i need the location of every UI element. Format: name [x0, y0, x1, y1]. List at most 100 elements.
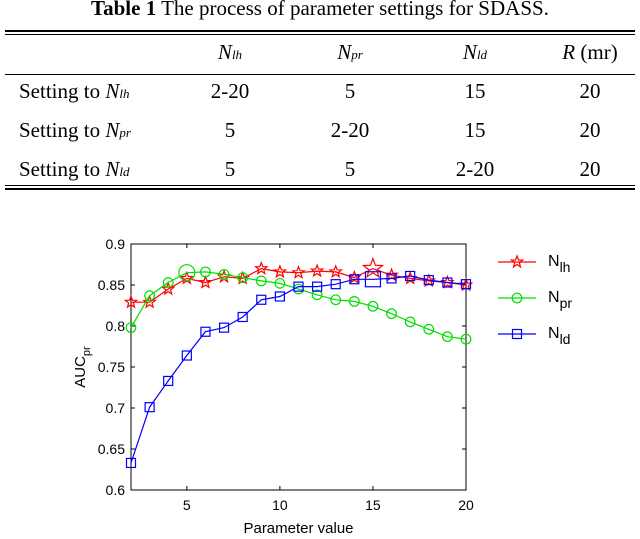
table-row: Setting to Nlh 2-20 5 15 20: [5, 76, 635, 106]
legend-marker: [509, 254, 525, 269]
series-line: [131, 267, 467, 303]
legend-label: Nlh: [548, 253, 570, 275]
table-cell: 2-20: [455, 157, 495, 181]
data-point: [460, 279, 472, 290]
series-pr: [125, 264, 472, 345]
legend-marker: [511, 292, 523, 304]
data-point: [274, 277, 286, 289]
x-axis-label: Parameter value: [243, 520, 353, 537]
data-point: [460, 333, 472, 345]
table-header-rule: [5, 74, 635, 75]
highlight-point: [361, 256, 385, 279]
data-point: [442, 277, 453, 288]
data-point: [125, 322, 137, 334]
table-cell: 2-20: [330, 118, 370, 142]
data-point: [163, 375, 174, 387]
data-point: [272, 264, 288, 279]
highlight-point: [364, 271, 382, 288]
data-point: [312, 281, 323, 292]
table-header-row: Nlh Npr Nld R (mr): [5, 37, 635, 67]
row-label: Setting to Nlh: [19, 79, 130, 103]
data-point: [293, 281, 304, 292]
header-cell-nlh: Nlh: [217, 40, 243, 64]
series-lh: [123, 256, 474, 309]
data-point: [218, 268, 230, 280]
data-point: [142, 294, 157, 309]
data-point: [160, 281, 176, 296]
table-cell: 15: [464, 79, 486, 103]
data-point: [198, 274, 213, 289]
data-point: [253, 260, 269, 275]
data-point: [423, 323, 435, 335]
data-point: [349, 274, 360, 285]
x-tick-label: 15: [365, 497, 381, 513]
data-point: [423, 274, 434, 286]
y-tick-label: 0.85: [98, 277, 125, 293]
y-tick-label: 0.9: [106, 236, 126, 252]
table-cell: 5: [224, 157, 236, 181]
data-point: [330, 279, 341, 290]
table-caption-label: Table 1: [91, 0, 157, 20]
data-point: [237, 272, 249, 284]
legend-label: Nld: [548, 325, 570, 347]
data-point: [123, 294, 139, 309]
data-point: [384, 267, 399, 282]
data-point: [237, 311, 248, 323]
data-point: [125, 457, 137, 469]
table-cell: 20: [579, 118, 601, 142]
y-tick-label: 0.75: [98, 359, 125, 375]
y-tick-label: 0.65: [98, 441, 125, 457]
auc-line-chart: 0.6 0.65 0.7 0.75 0.8 0.85 0.9 5 10 15 20 Parameter…: [72, 236, 572, 537]
table-caption-text: The process of parameter settings for SD…: [156, 0, 549, 20]
y-tick-label: 0.7: [106, 400, 126, 416]
data-point: [144, 290, 156, 302]
data-point: [256, 294, 267, 305]
row-label: Setting to Nld: [19, 157, 130, 181]
data-point: [162, 277, 174, 288]
table-cell: 20: [579, 79, 601, 103]
data-point: [218, 322, 230, 333]
x-tick-label: 5: [183, 497, 191, 513]
series-ld: [125, 270, 472, 469]
row-label: Setting to Npr: [19, 118, 131, 142]
data-point: [144, 402, 155, 413]
data-point: [181, 350, 192, 361]
table-cell: 5: [344, 157, 356, 181]
y-tick-label: 0.8: [106, 318, 126, 334]
data-point: [328, 264, 343, 279]
series-line: [130, 275, 467, 464]
table-row: Setting to Nld 5 5 2-20 20: [5, 154, 635, 184]
data-point: [330, 294, 342, 306]
plot-frame: [130, 243, 467, 491]
data-point: [348, 295, 360, 307]
table-cell: 5: [224, 118, 236, 142]
table-cell: 20: [579, 157, 601, 181]
header-cell-r: R (mr): [562, 40, 618, 64]
data-point: [405, 270, 416, 282]
data-point: [274, 291, 285, 302]
table-cell: 2-20: [210, 79, 250, 103]
legend: Nlh Npr Nld: [498, 253, 572, 347]
header-cell-nld: Nld: [462, 40, 488, 64]
header-cell-npr: Npr: [337, 40, 363, 64]
table-bottom-rule-inner: [5, 185, 635, 186]
data-point: [291, 264, 306, 280]
data-point: [386, 308, 397, 320]
data-point: [367, 300, 379, 312]
legend-label: Npr: [548, 289, 572, 311]
data-point: [200, 326, 211, 337]
data-point: [200, 266, 211, 278]
table-top-rule-inner: [5, 34, 635, 35]
data-point: [404, 316, 416, 328]
data-point: [311, 289, 323, 301]
table-cell: 5: [344, 79, 356, 103]
data-point: [309, 263, 325, 278]
y-tick-label: 0.6: [106, 482, 126, 498]
table-cell: 15: [464, 118, 486, 142]
x-tick-label: 10: [272, 497, 288, 513]
table-top-rule: [5, 30, 635, 32]
series-line: [130, 271, 467, 340]
y-axis-label: AUCpr: [72, 346, 93, 388]
x-tick-label: 20: [458, 497, 474, 513]
legend-marker: [511, 328, 523, 340]
